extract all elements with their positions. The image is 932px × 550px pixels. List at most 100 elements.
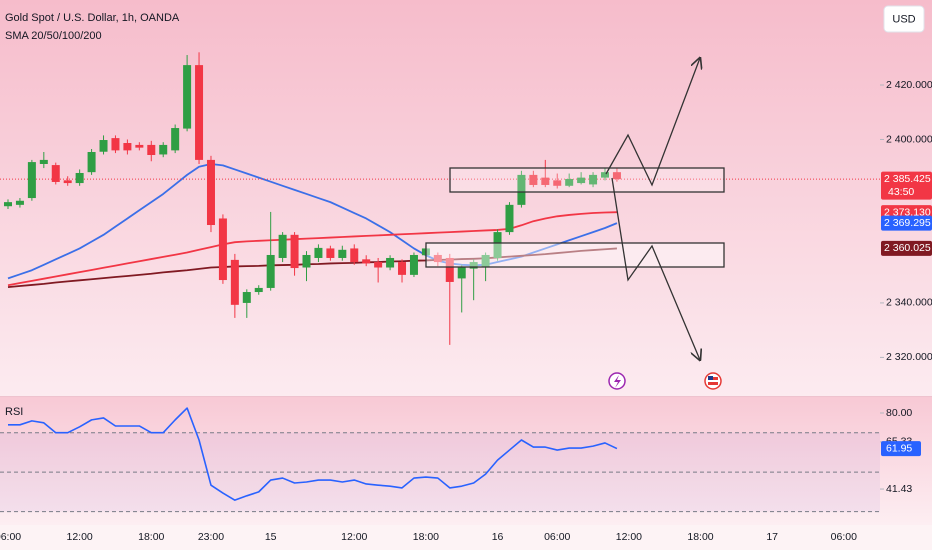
rsi-pane <box>0 397 932 525</box>
moving-average <box>7 211 617 287</box>
candle-body <box>123 143 132 151</box>
candle-body <box>481 254 490 268</box>
x-tick-label: 12:00 <box>616 531 642 543</box>
candle-body <box>553 180 562 186</box>
candle-body <box>230 259 239 305</box>
bullish-path <box>605 58 700 187</box>
indicator-legend: SMA 20/50/100/200 <box>5 30 102 42</box>
candle-body <box>183 65 192 129</box>
rsi-line <box>8 407 618 501</box>
candle-body <box>612 172 621 180</box>
rsi-tag <box>881 441 921 457</box>
price-tag-label: 2 373.130 <box>884 206 931 218</box>
candle-body <box>4 202 12 207</box>
candle-body <box>541 177 550 185</box>
candle-body <box>290 234 299 269</box>
moving-average <box>7 163 618 280</box>
layer: 2 420.000 2 400.000 2 340.000 2 320.000 2 38… <box>0 79 932 543</box>
candle-body <box>171 128 180 151</box>
candle-body <box>517 174 526 205</box>
candle-body <box>39 159 48 164</box>
candle-body <box>398 262 407 275</box>
x-tick-label: 12:00 <box>66 531 92 543</box>
candle-body <box>75 172 84 184</box>
x-tick-label: 12:00 <box>341 531 367 543</box>
layer <box>4 52 621 345</box>
event-icon[interactable] <box>704 372 722 390</box>
price-tag <box>881 215 932 231</box>
currency-button[interactable]: USD <box>883 5 925 33</box>
candle-body <box>195 65 204 160</box>
candle-body <box>362 259 371 264</box>
candle-body <box>565 178 574 186</box>
candle-body <box>374 262 383 268</box>
x-tick-label: 23:00 <box>198 531 224 543</box>
candle-body <box>147 144 156 156</box>
event-icon[interactable] <box>608 372 626 390</box>
layer <box>0 163 880 513</box>
price-tag <box>881 240 932 256</box>
y-tick-label: 80.00 <box>886 407 912 419</box>
candle-body <box>493 232 502 258</box>
candle-body <box>577 177 586 184</box>
candle-body <box>27 162 36 199</box>
candle-body <box>601 172 609 178</box>
price-tag-label: 2 360.025 <box>884 242 931 254</box>
x-tick-label: 18:00 <box>687 531 713 543</box>
x-tick-label: 16 <box>492 531 504 543</box>
candle-body <box>386 257 395 268</box>
candle-body <box>99 140 108 152</box>
currency-label: USD <box>892 13 915 25</box>
candle-body <box>51 165 60 182</box>
y-tick-label: 2 400.000 <box>886 133 932 145</box>
candle-body <box>338 249 347 258</box>
candle-body <box>433 254 442 263</box>
candle-body <box>469 262 478 269</box>
candle-body <box>242 292 251 303</box>
candle-body <box>278 234 287 258</box>
candle-body <box>314 247 323 258</box>
rsi-tag-label: 61.95 <box>886 442 912 454</box>
candle-body <box>409 254 418 275</box>
x-tick-label: 15 <box>265 531 277 543</box>
candle-body <box>589 174 598 185</box>
x-tick-label: 18:00 <box>138 531 164 543</box>
candle-body <box>302 254 311 268</box>
candle-body <box>15 200 24 205</box>
price-tag-label: 2 385.425 <box>884 173 931 185</box>
candle-body <box>63 180 72 184</box>
candle-body <box>529 174 538 185</box>
rsi-title: RSI <box>5 406 23 418</box>
candle-body <box>445 257 454 282</box>
y-tick-label: 2 340.000 <box>886 297 932 309</box>
candle-body <box>350 248 359 263</box>
price-tag <box>881 171 932 200</box>
moving-average <box>7 247 618 289</box>
candle-body <box>111 138 120 151</box>
price-tag-label: 2 369.295 <box>884 217 931 229</box>
x-tick-label: 18:00 <box>413 531 439 543</box>
supply-zone <box>449 167 725 193</box>
x-tick-label: 06:00 <box>544 531 570 543</box>
candle-body <box>87 152 96 173</box>
candle-body <box>326 248 335 258</box>
candle-body <box>206 159 215 226</box>
symbol-title: Gold Spot / U.S. Dollar, 1h, OANDA <box>5 12 180 24</box>
candle-body <box>254 287 263 293</box>
candle-body <box>505 204 514 233</box>
price-pane <box>0 0 932 396</box>
x-tick-label: 06:00 <box>0 531 21 543</box>
countdown: 43:50 <box>888 186 914 198</box>
candle-body <box>159 144 168 155</box>
time-axis <box>0 525 932 550</box>
candle-body <box>266 254 275 288</box>
rsi-band <box>0 432 880 512</box>
demand-zone <box>425 242 725 268</box>
candle-body <box>218 218 227 281</box>
y-tick-label: 41.43 <box>886 483 912 495</box>
bearish-path <box>611 177 700 360</box>
x-tick-label: 06:00 <box>831 531 857 543</box>
candle-body <box>135 144 144 148</box>
